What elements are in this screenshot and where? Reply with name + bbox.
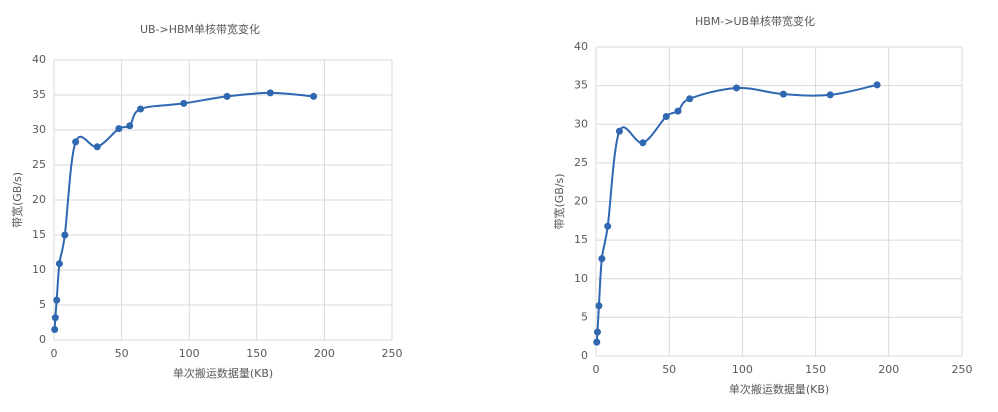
data-point: [115, 125, 123, 133]
data-point: [598, 255, 606, 263]
data-point: [61, 231, 69, 239]
data-point: [53, 296, 61, 304]
y-tick-label: 30: [32, 123, 46, 136]
y-tick-label: 5: [39, 298, 46, 311]
data-point: [593, 328, 601, 336]
data-point: [604, 222, 612, 230]
chart-title: HBM->UB单核带宽变化: [695, 14, 815, 28]
y-axis-label: 带宽(GB/s): [552, 173, 566, 229]
data-point: [126, 122, 134, 130]
data-point: [595, 302, 603, 310]
x-tick-label: 50: [115, 347, 129, 360]
y-tick-label: 30: [574, 117, 588, 130]
x-tick-label: 200: [314, 347, 335, 360]
data-point: [826, 91, 834, 99]
data-point: [93, 143, 101, 151]
y-tick-label: 20: [574, 195, 588, 208]
x-tick-label: 150: [246, 347, 267, 360]
x-tick-label: 200: [878, 363, 899, 376]
y-tick-label: 35: [574, 79, 588, 92]
data-point: [266, 89, 274, 97]
data-point: [686, 95, 694, 103]
data-point: [674, 107, 682, 115]
y-tick-label: 5: [581, 310, 588, 323]
y-tick-label: 40: [574, 40, 588, 53]
x-tick-label: 150: [805, 363, 826, 376]
x-tick-label: 0: [593, 363, 600, 376]
data-point: [639, 139, 647, 147]
x-tick-label: 100: [179, 347, 200, 360]
y-tick-label: 25: [574, 156, 588, 169]
data-line: [595, 83, 878, 343]
data-point: [51, 314, 59, 322]
x-tick-label: 250: [382, 347, 403, 360]
chart-title: UB->HBM单核带宽变化: [140, 22, 260, 36]
data-point: [223, 92, 231, 100]
data-point: [662, 113, 670, 121]
y-tick-label: 0: [581, 349, 588, 362]
data-point: [72, 138, 80, 146]
x-tick-label: 0: [51, 347, 58, 360]
x-axis-label: 单次搬运数据量(KB): [173, 366, 273, 380]
data-point: [137, 105, 145, 113]
y-tick-label: 15: [574, 233, 588, 246]
data-point: [733, 84, 741, 92]
y-tick-label: 20: [32, 193, 46, 206]
data-point: [615, 127, 623, 135]
data-point: [779, 90, 787, 98]
y-tick-label: 40: [32, 53, 46, 66]
data-point: [593, 338, 601, 346]
x-tick-label: 250: [952, 363, 973, 376]
data-point: [51, 326, 59, 333]
data-point: [180, 99, 188, 107]
data-line: [53, 91, 314, 330]
y-tick-label: 15: [32, 228, 46, 241]
data-point: [873, 81, 881, 89]
x-tick-label: 100: [732, 363, 753, 376]
y-tick-label: 35: [32, 88, 46, 101]
data-point: [55, 260, 63, 268]
y-axis-label: 带宽(GB/s): [10, 172, 24, 228]
y-tick-label: 0: [39, 333, 46, 346]
data-point: [310, 92, 318, 100]
x-tick-label: 50: [662, 363, 676, 376]
y-tick-label: 10: [32, 263, 46, 276]
x-axis-label: 单次搬运数据量(KB): [729, 382, 829, 396]
y-tick-label: 10: [574, 272, 588, 285]
y-tick-label: 25: [32, 158, 46, 171]
